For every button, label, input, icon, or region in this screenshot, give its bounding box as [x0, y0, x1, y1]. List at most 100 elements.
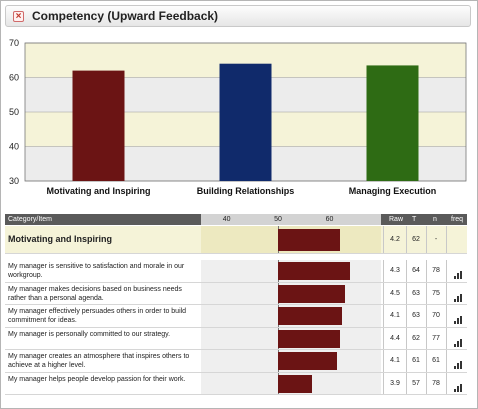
n-count: 78: [432, 379, 440, 387]
raw-score: 4.4: [390, 334, 400, 342]
column-divider: [406, 372, 407, 394]
column-divider: [446, 350, 447, 372]
panel-header: × Competency (Upward Feedback): [5, 5, 471, 27]
score-bar: [278, 329, 340, 348]
t-score: 63: [412, 289, 420, 297]
column-divider: [426, 327, 427, 349]
column-divider: [426, 282, 427, 304]
column-divider: [383, 372, 384, 394]
chart-svg: 30 40 50 60 70 Motivating and Inspiring Buildi…: [9, 38, 467, 196]
raw-score: 4.5: [390, 289, 400, 297]
score-bar-area: [201, 305, 381, 327]
y-tick-label: 40: [9, 142, 19, 152]
x-tick-label: Building Relationships: [197, 186, 295, 196]
column-divider: [406, 350, 407, 372]
bar-chart-icon[interactable]: [454, 271, 462, 279]
close-icon[interactable]: ×: [13, 11, 24, 22]
item-label-line: My manager is sensitive to satisfaction …: [8, 263, 185, 270]
t-score: 61: [412, 357, 420, 364]
bar-chart-icon[interactable]: [454, 338, 462, 347]
table-row: My manager makes decisions based on busi…: [5, 282, 467, 305]
column-divider: [446, 372, 447, 394]
item-label-line: workgroup.: [8, 272, 43, 279]
header-t: T: [412, 216, 417, 223]
column-divider: [383, 350, 384, 372]
column-divider: [426, 372, 427, 394]
y-tick-label: 70: [9, 38, 19, 48]
bar-chart-icon[interactable]: [454, 383, 462, 392]
item-label: My manager makes decisions based on busi…: [8, 285, 198, 303]
summary-row: Motivating and Inspiring 4.2 62 -: [5, 226, 467, 254]
column-divider: [446, 226, 447, 253]
item-label: My manager is sensitive to satisfaction …: [8, 262, 198, 280]
t-score: 62: [412, 236, 420, 243]
raw-score: 4.2: [390, 236, 400, 243]
column-divider: [383, 305, 384, 327]
bar: [72, 70, 125, 181]
raw-score: 3.9: [390, 379, 400, 387]
column-divider: [406, 282, 407, 304]
column-divider: [426, 350, 427, 372]
column-divider: [426, 305, 427, 327]
y-tick-label: 30: [9, 176, 19, 186]
item-label-line: My manager creates an atmosphere that in…: [8, 353, 190, 360]
item-label-line: My manager effectively persuades others …: [8, 308, 187, 315]
score-bar-area: [201, 372, 381, 394]
item-label-line: achieve at a higher level.: [8, 362, 86, 369]
item-label-line: My manager helps people develop passion …: [8, 375, 186, 383]
score-bar: [278, 307, 343, 325]
column-divider: [383, 327, 384, 349]
item-label: My manager effectively persuades others …: [8, 307, 198, 325]
bar: [219, 63, 272, 182]
raw-score: 4.1: [390, 357, 400, 364]
item-label-line: commitment for ideas.: [8, 317, 77, 324]
score-bar-area: [201, 327, 381, 349]
y-tick-label: 50: [9, 107, 19, 117]
t-score: 64: [412, 267, 420, 274]
table-row: My manager effectively persuades others …: [5, 305, 467, 328]
x-tick-label: Managing Execution: [349, 186, 437, 196]
header-n: n: [433, 216, 437, 223]
bar-chart-icon[interactable]: [454, 316, 462, 324]
column-divider: [446, 260, 447, 282]
item-label: My manager is personally committed to ou…: [8, 330, 198, 339]
column-divider: [446, 282, 447, 304]
score-bar: [278, 262, 351, 280]
scale-header: [201, 214, 381, 225]
t-score: 62: [412, 334, 420, 342]
score-bar: [278, 284, 345, 303]
y-tick-label: 60: [9, 73, 19, 83]
bar-chart-icon[interactable]: [454, 293, 462, 302]
header-freq: freq: [451, 216, 464, 223]
scale-tick-label: 40: [222, 216, 231, 223]
scale-tick-label: 50: [274, 216, 282, 223]
score-bar-area: [201, 260, 381, 282]
summary-label: Motivating and Inspiring: [8, 234, 112, 244]
column-divider: [426, 226, 427, 253]
n-count: 61: [432, 357, 440, 364]
score-bar: [278, 374, 312, 393]
column-divider: [446, 327, 447, 349]
panel-title: Competency (Upward Feedback): [32, 9, 219, 23]
column-divider: [383, 282, 384, 304]
column-divider: [406, 327, 407, 349]
table-row: My manager creates an atmosphere that in…: [5, 350, 467, 373]
table-row: My manager is personally committed to ou…: [5, 327, 467, 350]
bar-chart-icon[interactable]: [454, 361, 462, 369]
column-divider: [406, 305, 407, 327]
n-count: 77: [432, 334, 440, 342]
score-bar-area: [201, 350, 381, 372]
raw-score: 4.1: [390, 312, 400, 319]
item-label: My manager creates an atmosphere that in…: [8, 352, 198, 370]
bar: [366, 65, 419, 181]
item-label-line: rather than a personal agenda.: [8, 294, 104, 302]
n-count: 70: [432, 312, 440, 319]
raw-score: 4.3: [390, 267, 400, 274]
item-label-line: My manager makes decisions based on busi…: [8, 285, 182, 293]
t-score: 57: [412, 379, 420, 387]
score-bar-area: [201, 226, 381, 253]
column-divider: [406, 226, 407, 253]
table-row: My manager is sensitive to satisfaction …: [5, 260, 467, 283]
table-row: My manager helps people develop passion …: [5, 372, 467, 395]
n-count: 75: [432, 289, 440, 297]
